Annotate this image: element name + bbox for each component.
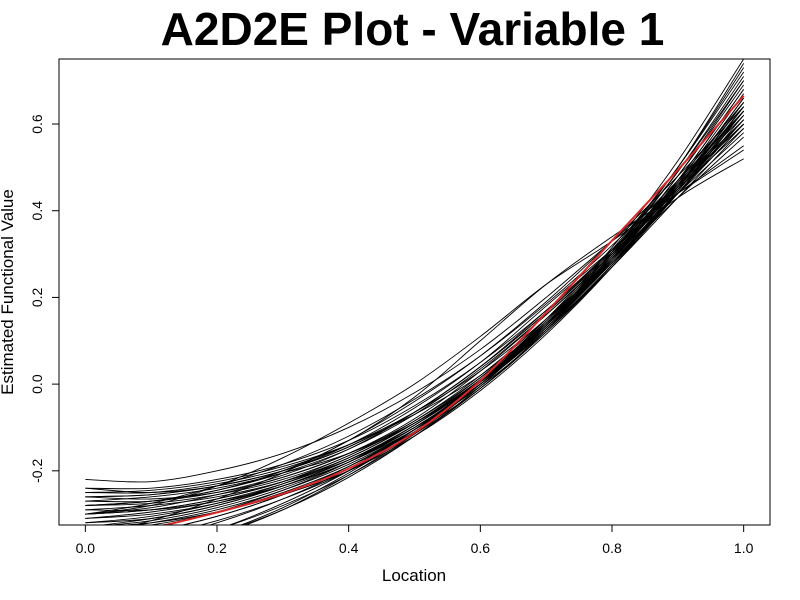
mean-series-line bbox=[161, 95, 745, 525]
series-line-8 bbox=[85, 115, 745, 511]
y-axis-title: Estimated Functional Value bbox=[0, 189, 17, 395]
series-line-29 bbox=[198, 89, 745, 525]
series-line-9 bbox=[85, 128, 744, 502]
series-line-38 bbox=[85, 149, 744, 506]
series-line-27 bbox=[85, 110, 745, 511]
y-tick-label: 0.4 bbox=[29, 201, 45, 221]
series-line-6 bbox=[85, 106, 745, 524]
x-axis-title: Location bbox=[382, 566, 446, 585]
series-line-16 bbox=[239, 71, 745, 525]
x-tick-label: 0.0 bbox=[76, 540, 96, 556]
series-line-12 bbox=[105, 84, 745, 525]
x-tick-label: 1.0 bbox=[734, 540, 754, 556]
series-line-5 bbox=[85, 110, 745, 515]
y-tick-label: 0.0 bbox=[29, 374, 45, 394]
series-line-11 bbox=[85, 136, 744, 493]
series-line-7 bbox=[133, 97, 745, 525]
series-line-30 bbox=[85, 119, 745, 515]
y-tick-label: 0.2 bbox=[29, 287, 45, 307]
x-tick-label: 0.8 bbox=[602, 540, 622, 556]
series-line-4 bbox=[85, 119, 744, 506]
x-tick-label: 0.4 bbox=[339, 540, 359, 556]
series-line-22 bbox=[85, 110, 745, 524]
series-line-40 bbox=[85, 158, 744, 498]
plot-frame bbox=[58, 58, 771, 526]
series-line-10 bbox=[85, 93, 745, 519]
series-line-14 bbox=[208, 67, 745, 525]
series-line-18 bbox=[85, 132, 744, 500]
series-line-32 bbox=[241, 63, 745, 525]
series-line-20 bbox=[85, 123, 744, 515]
series-line-13 bbox=[180, 76, 745, 525]
series-layer bbox=[85, 59, 745, 525]
series-line-24 bbox=[85, 123, 744, 503]
series-line-21 bbox=[160, 102, 745, 525]
series-line-19 bbox=[85, 128, 744, 493]
x-axis: 0.0 0.2 0.4 0.6 0.8 1.0 bbox=[76, 524, 754, 556]
chart-title: A2D2E Plot - Variable 1 bbox=[160, 3, 665, 55]
series-line-15 bbox=[228, 59, 745, 525]
y-axis: -0.2 0.0 0.2 0.4 0.6 bbox=[29, 114, 60, 483]
series-line-28 bbox=[118, 102, 745, 525]
series-line-23 bbox=[85, 115, 744, 506]
series-line-1 bbox=[85, 123, 744, 483]
series-line-36 bbox=[85, 110, 744, 515]
x-tick-label: 0.2 bbox=[207, 540, 227, 556]
y-tick-label: 0.6 bbox=[29, 114, 45, 134]
series-line-35 bbox=[99, 102, 745, 525]
series-line-3 bbox=[85, 110, 745, 498]
series-line-26 bbox=[147, 97, 745, 525]
series-line-39 bbox=[85, 145, 744, 515]
mean-series-layer bbox=[161, 95, 745, 525]
series-line-17 bbox=[245, 80, 745, 525]
series-line-25 bbox=[229, 80, 745, 525]
x-tick-label: 0.6 bbox=[471, 540, 491, 556]
y-tick-label: -0.2 bbox=[29, 459, 45, 483]
series-line-31 bbox=[85, 123, 744, 494]
series-line-2 bbox=[85, 119, 744, 490]
series-line-34 bbox=[85, 106, 745, 519]
series-line-33 bbox=[180, 89, 745, 525]
series-line-37 bbox=[132, 106, 744, 525]
